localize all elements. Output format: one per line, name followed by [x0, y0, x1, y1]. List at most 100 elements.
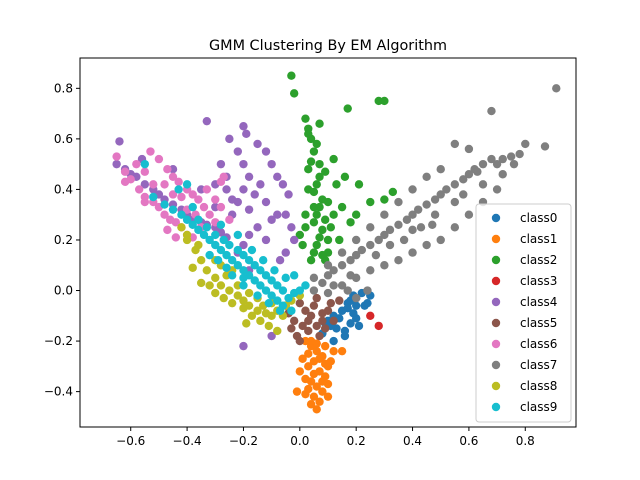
y-tick-label: 0.2: [54, 233, 73, 247]
point-class7: [399, 235, 409, 245]
point-class4: [244, 230, 254, 240]
point-class7: [459, 175, 468, 184]
point-class8: [267, 311, 276, 320]
point-class4: [225, 134, 234, 144]
point-class8: [205, 281, 214, 290]
y-tick-label: −0.4: [44, 385, 73, 399]
point-class0: [340, 326, 350, 336]
point-class7: [478, 180, 488, 189]
point-class9: [273, 281, 282, 290]
point-class9: [177, 210, 186, 219]
point-class5: [298, 321, 307, 331]
series-class7: [309, 84, 561, 303]
point-class6: [216, 202, 226, 212]
point-class9: [211, 230, 220, 240]
x-axis: −0.6 −0.4 −0.2 0.0 0.2 0.4 0.6 0.8: [116, 427, 535, 448]
point-class6: [168, 172, 178, 181]
point-class6: [188, 190, 197, 199]
plot-area-frame: [79, 57, 577, 428]
point-class7: [366, 240, 375, 250]
point-class2: [332, 180, 341, 189]
point-class2: [320, 215, 330, 224]
x-tick-label: −0.4: [173, 434, 202, 448]
point-class4: [261, 147, 271, 156]
point-class9: [287, 306, 296, 315]
point-class6: [140, 167, 150, 176]
point-class4: [278, 180, 288, 189]
point-class7: [464, 210, 474, 219]
point-class9: [188, 202, 197, 212]
point-class1: [329, 346, 338, 356]
point-class4: [202, 116, 212, 126]
point-class7: [408, 185, 417, 194]
point-class4: [227, 195, 237, 204]
point-class7: [329, 281, 338, 290]
point-class2: [306, 157, 316, 166]
point-class9: [222, 263, 231, 272]
point-class0: [346, 319, 355, 328]
point-class2: [306, 134, 316, 144]
point-class4: [253, 139, 262, 149]
point-class6: [146, 147, 155, 156]
point-class1: [306, 336, 316, 346]
point-class4: [233, 147, 243, 156]
point-class7: [450, 139, 460, 149]
point-class2: [380, 96, 389, 106]
point-class9: [225, 240, 234, 250]
point-class7: [357, 245, 367, 255]
point-class7: [428, 220, 437, 230]
x-tick-label: 0.4: [403, 434, 422, 448]
point-class9: [168, 205, 178, 214]
legend-marker-class8: [491, 381, 501, 391]
series-class5: [281, 293, 344, 346]
point-class2: [312, 180, 321, 189]
point-class0: [351, 301, 361, 310]
point-class6: [120, 177, 130, 187]
point-class1: [298, 354, 307, 363]
point-class7: [380, 210, 389, 219]
point-class9: [205, 235, 214, 245]
series-class1: [292, 336, 347, 414]
point-class5: [326, 298, 336, 308]
point-class1: [337, 346, 347, 356]
y-tick-label: 0.6: [54, 132, 73, 146]
point-class7: [366, 223, 375, 232]
point-class4: [267, 159, 276, 169]
point-class8: [194, 240, 203, 250]
point-class7: [473, 167, 482, 176]
point-class8: [188, 263, 197, 272]
point-class8: [196, 255, 206, 265]
point-class6: [112, 152, 121, 161]
legend-label-class1: class1: [520, 232, 557, 246]
point-class9: [275, 306, 285, 315]
legend-marker-class2: [491, 255, 501, 265]
point-class6: [171, 233, 181, 242]
point-class0: [329, 336, 338, 346]
point-class9: [227, 255, 237, 265]
point-class0: [349, 309, 358, 318]
point-class7: [408, 248, 417, 257]
point-class7: [464, 170, 474, 179]
point-class2: [309, 218, 319, 227]
point-class8: [225, 286, 234, 295]
point-class5: [329, 316, 338, 326]
point-class2: [337, 202, 347, 212]
point-class7: [408, 210, 417, 219]
point-class2: [346, 218, 355, 227]
point-class4: [273, 172, 282, 181]
point-class9: [273, 296, 282, 305]
point-class7: [337, 261, 347, 270]
point-class2: [323, 197, 333, 207]
point-class4: [261, 235, 271, 245]
point-class6: [160, 210, 169, 219]
point-class2: [304, 185, 313, 194]
point-class6: [140, 197, 150, 207]
point-class7: [430, 195, 440, 204]
point-class7: [351, 250, 361, 260]
point-class2: [343, 104, 352, 113]
x-tick-label: −0.6: [116, 434, 145, 448]
point-class2: [320, 167, 330, 176]
legend-marker-class4: [491, 297, 501, 307]
point-class2: [388, 187, 398, 197]
point-class2: [301, 223, 310, 232]
